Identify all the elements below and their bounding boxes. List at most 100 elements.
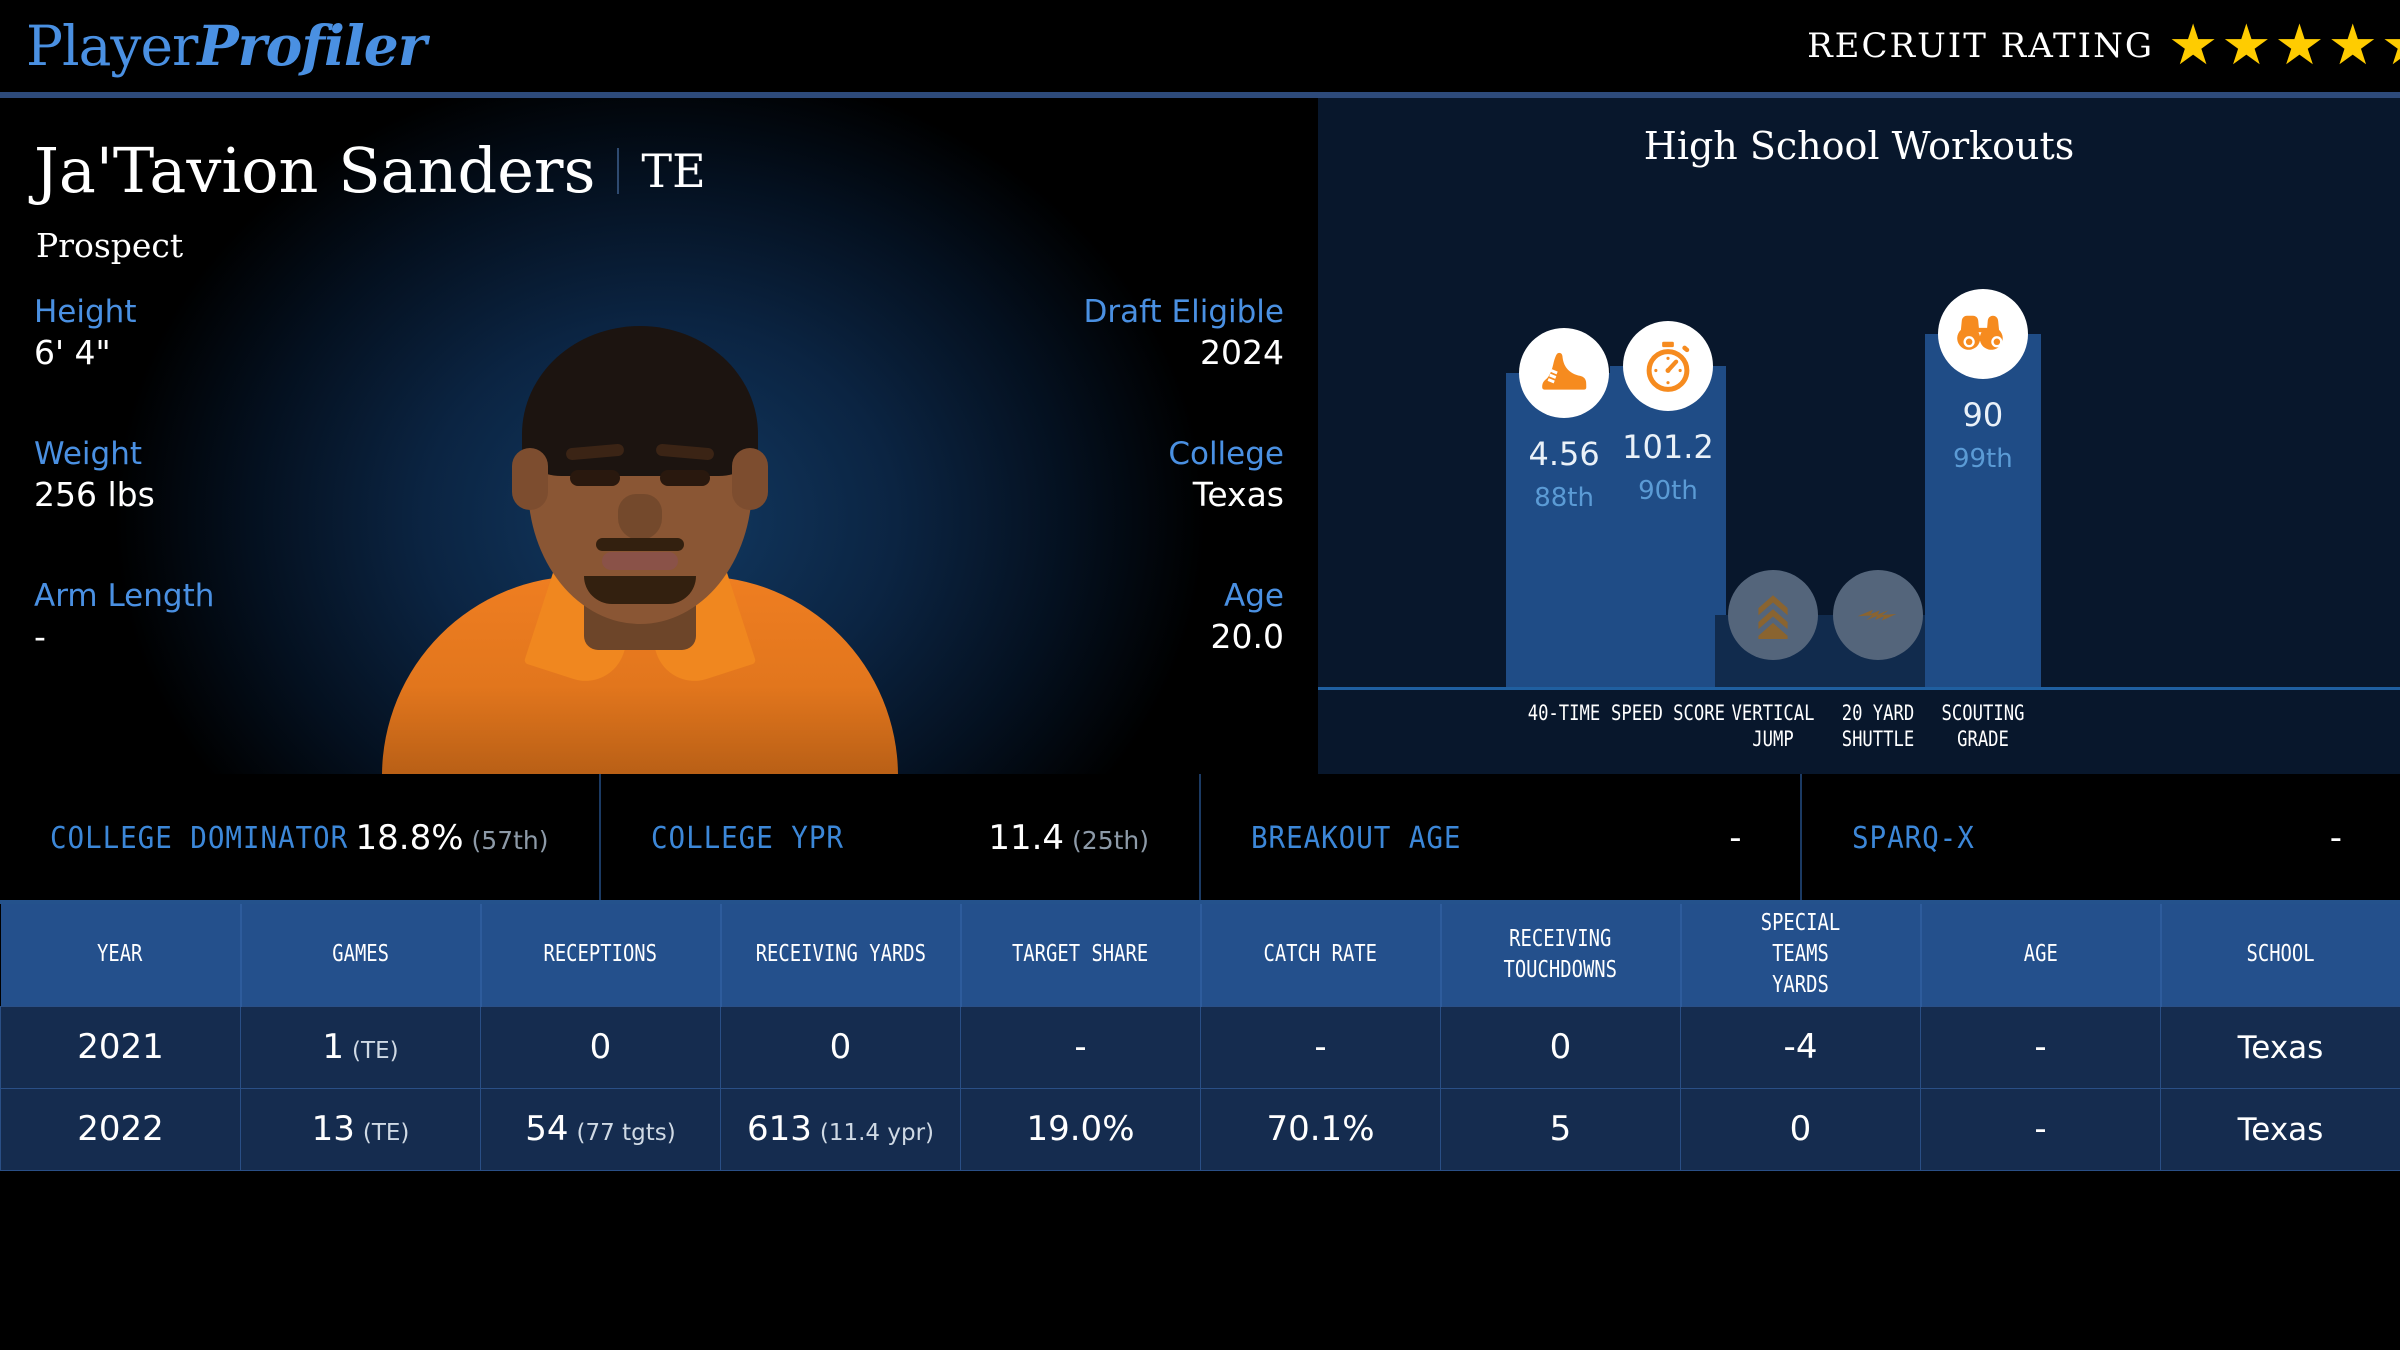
table-column-header[interactable]: GAMES [240,904,482,1006]
table-column-header[interactable]: AGE [1920,904,2162,1006]
stat-college: College Texas [1084,435,1284,515]
table-column-header[interactable]: CATCH RATE [1200,904,1442,1006]
table-header-row: YEAR GAMES RECEPTIONS RECEIVING YARDS TARGET… [0,904,2400,1006]
table-cell-value: 1 [322,1027,345,1067]
bar-percentile: 99th [1952,444,2013,474]
table-cell-value: 0 [1549,1027,1572,1067]
workout-bar-3[interactable] [1714,570,1831,687]
table-cell-value: -4 [1783,1027,1818,1067]
table-column-header[interactable]: RECEIVING YARDS [720,904,962,1006]
table-cell: - [1920,1005,2161,1089]
metric-breakout-age-value-group: - [1729,818,1749,858]
workout-bar-2[interactable]: 101.2 90th [1609,321,1726,687]
metric-college-dominator-value: 18.8% [355,818,464,858]
stopwatch-icon [1622,321,1713,411]
table-cell: 0 [720,1005,961,1089]
table-column-header-label: CATCH RATE [1263,941,1378,968]
headshot-eye-left [570,470,620,486]
stat-arm-length-label: Arm Length [34,578,215,614]
star-icon: ★ [2327,18,2378,74]
hero-left-stats: Height 6' 4" Weight 256 lbs Arm Length - [34,293,214,719]
table-cell-value: 13 [311,1109,355,1149]
table-cell-value: Texas [2237,1112,2324,1148]
stat-height: Height 6' 4" [34,293,214,373]
site-logo[interactable]: PlayerProfiler [26,18,427,74]
table-cell: - [960,1005,1201,1089]
chart-baseline [1318,687,2400,690]
stat-weight-label: Weight [34,436,143,472]
workouts-chart: 4.56 88th 101.2 90th 90 99th [1318,98,2400,688]
table-cell: 0 [1440,1005,1681,1089]
table-column-header[interactable]: TARGET SHARE [960,904,1202,1006]
bar-value: 4.56 [1528,435,1600,473]
metric-college-dominator-rank: (57th) [471,826,549,855]
stat-age-label: Age [1224,578,1284,614]
table-cell: 2021 [0,1005,241,1089]
stat-weight-value: 256 lbs [34,474,155,514]
workout-bar-4[interactable] [1819,570,1936,687]
table-cell: 13 (TE) [240,1087,481,1171]
name-position-divider [617,147,620,194]
table-column-header[interactable]: RECEIVING TOUCHDOWNS [1440,904,1682,1006]
table-cell-value: 0 [829,1027,852,1067]
table-cell: 19.0% [960,1087,1201,1171]
table-column-header[interactable]: RECEPTIONS [480,904,722,1006]
table-cell: 70.1% [1200,1087,1441,1171]
table-column-header-label: SPECIAL TEAMS YARDS [1760,910,1841,999]
stat-draft-eligible-label: Draft Eligible [1083,294,1284,330]
table-column-header[interactable]: YEAR [0,904,242,1006]
stat-college-label: College [1168,436,1284,472]
table-cell: Texas [2160,1005,2400,1089]
metric-sparq-x[interactable]: SPARQ-X - [1799,774,2400,902]
table-row[interactable]: 2021 1 (TE) 0 0 - - 0 -4 - Texas [0,1005,2400,1089]
axis-label-2: SPEED SCORE [1610,701,1725,725]
table-cell-value: - [1074,1027,1087,1067]
season-stats-table: YEAR GAMES RECEPTIONS RECEIVING YARDS TARGET… [0,904,2400,1171]
table-cell-value: - [1314,1027,1327,1067]
star-icon: ★ [2381,18,2400,74]
hero-right-stats: Draft Eligible 2024 College Texas Age 20… [1084,293,1284,719]
metric-college-ypr-label: COLLEGE YPR [650,820,844,856]
metric-college-dominator[interactable]: COLLEGE DOMINATOR 18.8% (57th) [0,774,599,902]
player-hero: Ja'Tavion Sanders TE Prospect Height 6' … [0,98,1318,774]
player-status: Prospect [36,226,184,265]
stat-draft-eligible-value: 2024 [1200,332,1284,372]
table-column-header-label: TARGET SHARE [1012,941,1149,968]
axis-label-5: SCOUTING GRADE [1941,701,2025,752]
table-cell: Texas [2160,1087,2400,1171]
bar-rect [1924,334,2041,687]
table-cell: 54 (77 tgts) [480,1087,721,1171]
metric-college-ypr-value: 11.4 [988,818,1065,858]
workouts-axis-labels: 40-TIME SPEED SCORE VERTICAL JUMP 20 YARD S… [1318,690,2400,774]
headshot-nose [618,494,662,540]
table-cell-value: - [2034,1027,2047,1067]
metric-strip: COLLEGE DOMINATOR 18.8% (57th) COLLEGE Y… [0,774,2400,902]
table-column-header-label: RECEIVING YARDS [755,941,926,968]
table-cell-value: - [2034,1109,2047,1149]
metric-college-ypr-value-group: 11.4 (25th) [988,818,1149,858]
metric-breakout-age[interactable]: BREAKOUT AGE - [1199,774,1800,902]
stat-arm-length: Arm Length - [34,577,214,657]
metric-sparq-x-value-group: - [2330,818,2350,858]
table-cell-value: 2021 [77,1027,164,1067]
binoculars-icon [1937,289,2028,379]
bar-value: 90 [1962,396,2004,434]
table-body: 2021 1 (TE) 0 0 - - 0 -4 - Texas 2022 13 (TE) 54 (77 tg… [0,1005,2400,1171]
table-row[interactable]: 2022 13 (TE) 54 (77 tgts) 613 (11.4 ypr) 19.0% 7… [0,1087,2400,1171]
table-cell: 0 [1680,1087,1921,1171]
stat-height-label: Height [34,294,137,330]
logo-text-regular: Player [26,14,198,78]
table-column-header[interactable]: SPECIAL TEAMS YARDS [1680,904,1922,1006]
player-position: TE [641,143,706,198]
table-column-header-label: RECEPTIONS [543,941,658,968]
table-cell: 613 (11.4 ypr) [720,1087,961,1171]
table-column-header-label: RECEIVING TOUCHDOWNS [1503,925,1618,983]
workout-bar-5[interactable]: 90 99th [1924,289,2041,687]
table-column-header[interactable]: SCHOOL [2160,904,2400,1006]
metric-college-ypr[interactable]: COLLEGE YPR 11.4 (25th) [598,774,1200,902]
workout-bar-1[interactable]: 4.56 88th [1506,328,1623,687]
lightning-bolt-icon [1832,570,1923,660]
axis-label-3: VERTICAL JUMP [1731,701,1815,752]
stat-height-value: 6' 4" [34,332,111,372]
table-column-header-label: SCHOOL [2246,941,2315,968]
